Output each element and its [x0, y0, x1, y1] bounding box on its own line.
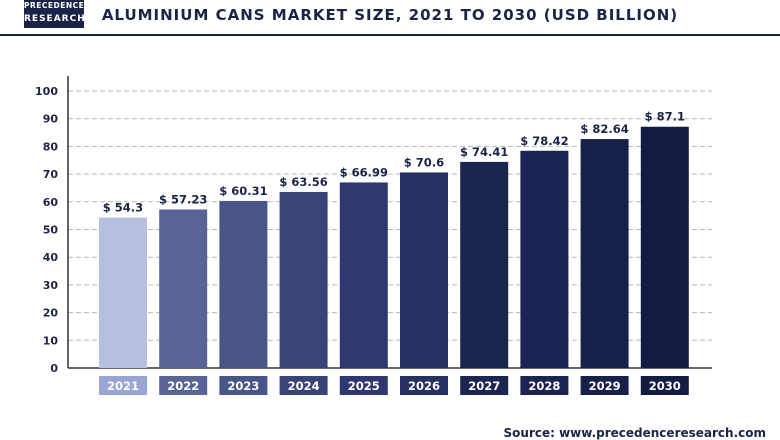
y-tick-label: 0 [50, 362, 58, 375]
bar-value-label: $ 63.56 [279, 175, 327, 189]
x-category-label: 2030 [649, 379, 681, 393]
y-tick-label: 60 [43, 196, 59, 209]
y-tick-label: 40 [43, 251, 59, 264]
x-category-label: 2021 [107, 379, 139, 393]
x-category-label-bg [159, 376, 208, 395]
logo-line-2: RESEARCH [24, 14, 86, 24]
bar [460, 161, 509, 368]
y-tick-label: 50 [43, 224, 59, 237]
bar [279, 191, 328, 368]
bar-value-label: $ 57.23 [159, 192, 207, 206]
brand-logo: PRECEDENCE RESEARCH [24, 0, 86, 28]
bar-value-label: $ 74.41 [460, 145, 508, 159]
x-category-label-bg [279, 376, 328, 395]
y-tick-label: 20 [43, 307, 59, 320]
x-category-label: 2029 [589, 379, 621, 393]
bar-value-label: $ 78.42 [520, 134, 568, 148]
bar-value-label: $ 70.6 [404, 155, 444, 169]
bar-value-label: $ 60.31 [219, 184, 267, 198]
x-category-label: 2025 [348, 379, 380, 393]
bar-value-label: $ 66.99 [340, 165, 388, 179]
x-category-label-bg [640, 376, 689, 395]
y-tick-label: 70 [43, 168, 59, 181]
source-note: Source: www.precedenceresearch.com [503, 426, 766, 440]
x-category-label: 2023 [227, 379, 259, 393]
y-tick-label: 30 [43, 279, 59, 292]
x-category-label-bg [580, 376, 629, 395]
x-category-label-bg [400, 376, 448, 395]
logo-line-1: PRECEDENCE [24, 1, 85, 10]
bar [400, 172, 448, 368]
y-tick-label: 10 [43, 334, 59, 347]
y-tick-label: 90 [43, 113, 59, 126]
x-category-label-bg [339, 376, 388, 395]
bar [99, 217, 147, 368]
x-category-label: 2022 [167, 379, 199, 393]
x-category-label-bg [219, 376, 268, 395]
x-category-label-bg [520, 376, 569, 395]
bar-value-label: $ 87.1 [645, 110, 685, 124]
bar [520, 150, 569, 368]
x-category-label: 2028 [528, 379, 560, 393]
y-tick-label: 80 [43, 140, 59, 153]
y-tick-label: 100 [35, 85, 58, 98]
bar [640, 126, 689, 368]
x-category-label: 2027 [468, 379, 500, 393]
bar-value-label: $ 82.64 [580, 122, 628, 136]
bar [159, 209, 208, 368]
header-bar: PRECEDENCE RESEARCH ALUMINIUM CANS MARKE… [0, 0, 780, 36]
x-category-label-bg [460, 376, 509, 395]
chart-title: ALUMINIUM CANS MARKET SIZE, 2021 TO 2030… [101, 6, 679, 24]
bar [580, 139, 629, 368]
x-category-label: 2024 [288, 379, 320, 393]
bar [339, 182, 388, 368]
x-category-label-bg [99, 376, 147, 395]
bar [219, 200, 268, 368]
x-category-label: 2026 [408, 379, 440, 393]
bar-value-label: $ 54.3 [103, 201, 143, 215]
